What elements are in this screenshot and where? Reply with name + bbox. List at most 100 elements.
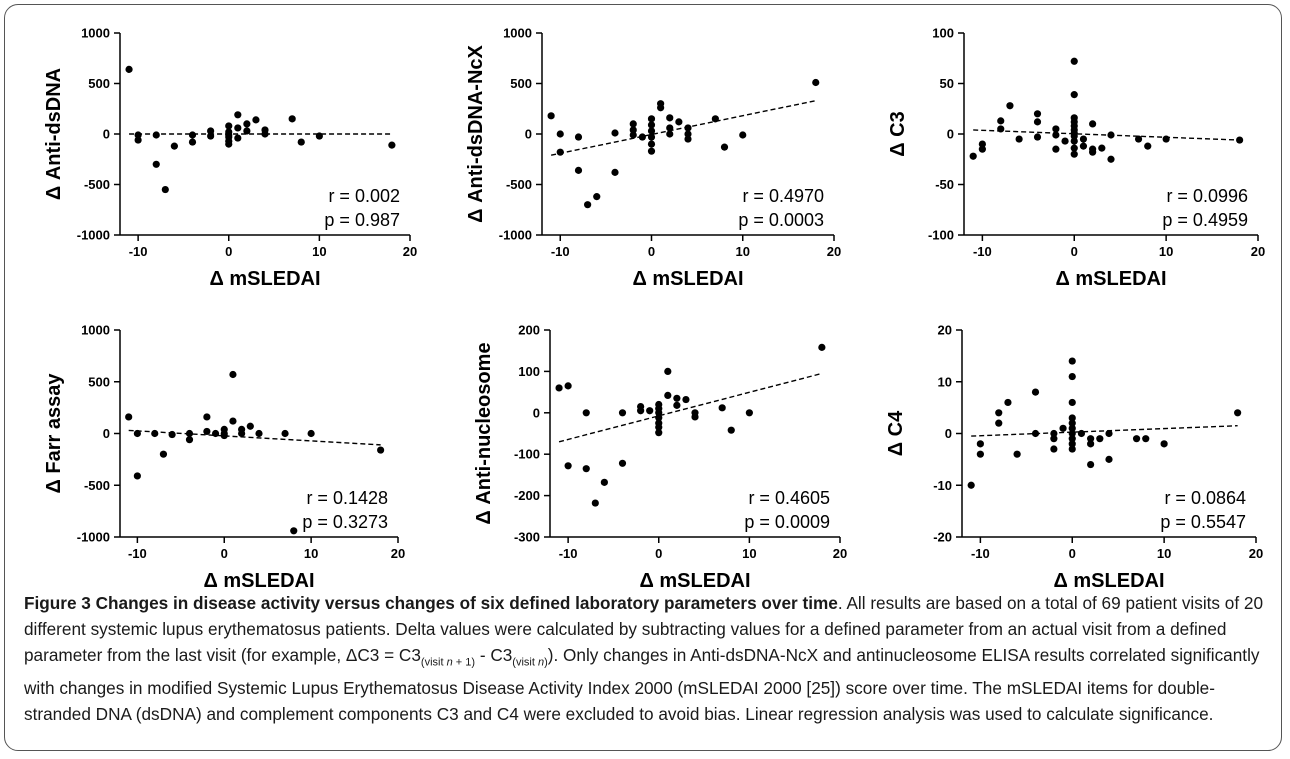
data-point [655,409,663,417]
data-point [684,130,692,138]
caption-sub-2-a: (visit [512,656,538,669]
data-point [1070,91,1078,99]
data-point [211,429,220,438]
data-point [739,131,747,139]
data-point [1236,136,1244,144]
y-tick-label: 0 [103,127,110,142]
y-tick-label: 1000 [81,323,110,338]
x-tick-label: 20 [833,546,847,561]
data-point [997,125,1005,133]
data-point [1132,435,1141,443]
data-point [134,136,142,144]
figure-caption: Figure 3 Changes in disease activity ver… [24,590,1276,727]
data-point [170,142,178,150]
chart-2: -1000 -500 0 500 1000 -10 0 10 20 Δ mSLEDAI Δ Anti… [465,26,841,291]
data-point [655,429,663,437]
data-point [261,130,269,138]
data-point [673,401,681,409]
x-tick-label: 10 [312,244,326,259]
data-point [1031,429,1040,438]
data-point [161,185,169,194]
y-tick-label: -200 [514,488,540,503]
caption-sub-1-a: (visit [420,656,447,669]
regression-line [558,372,823,443]
data-point [1059,424,1067,432]
y-tick-label: 0 [533,405,540,420]
data-point [593,193,601,201]
p-value-label: p = 0.987 [324,210,400,230]
data-point [655,423,663,431]
data-point [152,131,160,139]
x-tick-label: 20 [1249,546,1263,561]
data-point [207,132,215,140]
data-point [220,431,228,440]
data-point [1160,440,1168,448]
data-point [995,419,1003,427]
data-point [978,145,986,153]
y-axis-label: Δ Farr assay [43,373,65,494]
data-point [664,391,672,400]
data-point [1052,125,1060,133]
regression-line [973,129,1240,141]
data-point [1077,429,1086,438]
x-axis-label: Δ mSLEDAI [1053,570,1164,590]
regression-line [550,99,816,156]
caption-sub-1-n: n [446,656,453,669]
y-tick-label: 100 [932,26,954,41]
data-point [673,394,681,402]
data-point [307,429,315,438]
data-point [664,367,672,375]
data-point [151,429,159,438]
data-point [629,120,637,128]
data-point [1070,137,1078,145]
r-value-label: r = 0.002 [328,186,400,206]
data-point [584,201,592,209]
data-point [1068,445,1076,453]
y-tick-label: 100 [518,364,540,379]
y-tick-label: 1000 [81,26,110,41]
caption-text-2: - C3 [475,645,513,665]
data-point [152,160,160,168]
y-tick-label: -100 [514,447,540,462]
x-tick-label: 20 [827,244,841,259]
data-point [1050,445,1058,453]
data-point [185,429,194,438]
data-point [682,395,690,404]
data-point [1033,110,1042,118]
x-tick-label: 20 [391,546,405,561]
x-axis-label: Δ mSLEDAI [632,268,743,290]
data-point [647,121,656,129]
data-point [1068,414,1076,422]
data-point [1087,440,1095,448]
data-point [1050,435,1058,443]
x-tick-label: 0 [648,244,655,259]
data-point [388,141,396,149]
data-point [315,132,323,140]
data-point [1004,398,1012,407]
data-point [574,166,583,174]
y-tick-label: -500 [84,478,110,493]
data-point [1098,144,1106,152]
data-point [1142,435,1150,443]
data-point [666,114,674,122]
data-point [1070,150,1078,158]
data-point [657,104,665,112]
data-point [967,481,975,489]
data-point [1105,455,1113,463]
data-point [611,168,619,176]
x-tick-label: -10 [559,546,578,561]
x-tick-label: -10 [973,244,992,259]
caption-text-3: ). Only changes in Anti-dsDNA-NcX and an… [24,645,1260,725]
data-point [1068,357,1076,365]
data-point [591,499,599,507]
y-tick-label: -100 [928,228,954,243]
data-point [229,417,237,425]
x-axis-label: Δ mSLEDAI [209,268,320,290]
data-point [1068,424,1076,432]
data-point [188,131,197,139]
data-point [978,140,986,148]
data-point [1070,144,1078,152]
data-point [185,436,194,444]
